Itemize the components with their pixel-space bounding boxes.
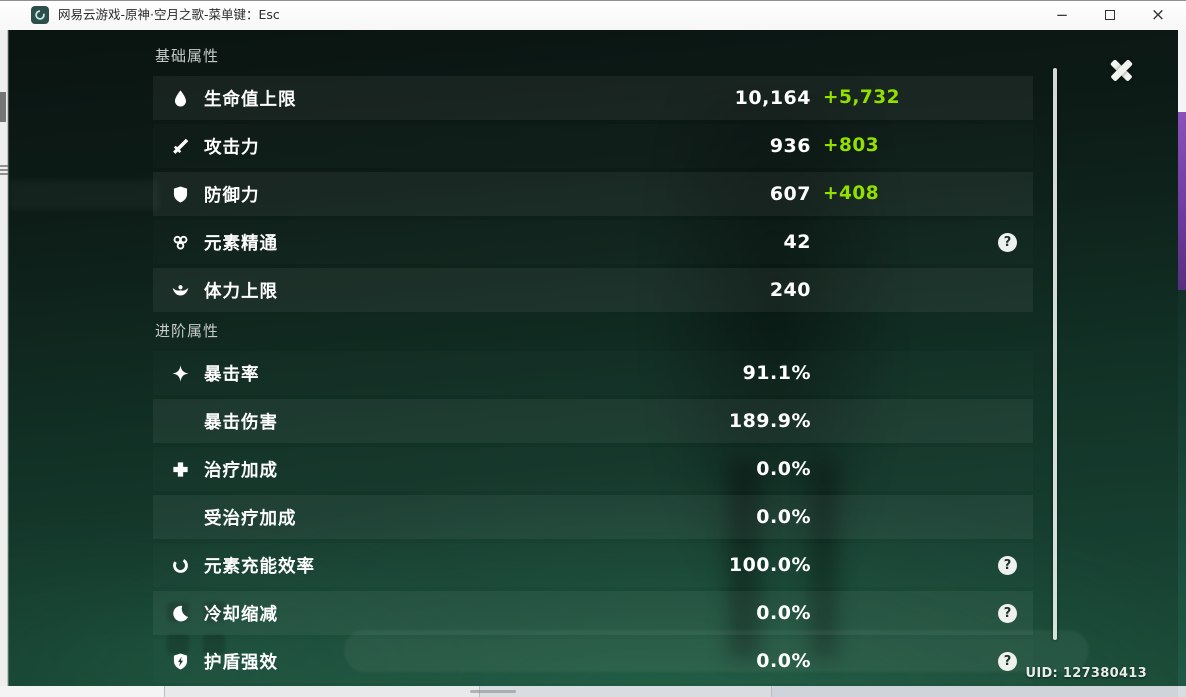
game-viewport: 基础属性 生命值上限 10,164 +5,732 攻击力 936 +803 防御… (8, 30, 1178, 686)
maximize-icon[interactable] (1086, 0, 1134, 30)
stat-value: 100.0% (728, 554, 811, 576)
stat-row[interactable]: 生命值上限 10,164 +5,732 (153, 76, 1033, 120)
stat-value: 936 (769, 135, 811, 157)
stat-value: 0.0% (756, 602, 811, 624)
background-haze (9, 180, 159, 210)
help-icon[interactable]: ? (998, 232, 1017, 252)
window-titlebar: 网易云游戏-原神·空月之歌-菜单键：Esc − × (0, 0, 1186, 30)
window-title: 网易云游戏-原神·空月之歌-菜单键：Esc (58, 7, 280, 22)
right-edge-segment-purple (1178, 112, 1186, 290)
healing-cross-icon (169, 459, 191, 479)
left-edge-mark (0, 165, 8, 177)
stat-value: 0.0% (756, 458, 811, 480)
stat-label: 体力上限 (204, 281, 278, 302)
stat-label: 受治疗加成 (204, 508, 297, 529)
stat-bonus-value: +803 (823, 135, 880, 156)
stat-row[interactable]: 防御力 607 +408 (153, 172, 1033, 216)
help-icon[interactable]: ? (998, 603, 1017, 623)
bottom-edge-segment (480, 686, 772, 697)
stat-row[interactable]: 受治疗加成 0.0% (153, 495, 1033, 539)
right-edge-segment-teal (1178, 290, 1186, 686)
cooldown-moon-icon (169, 603, 191, 623)
stamina-icon (169, 280, 191, 300)
stat-label: 生命值上限 (204, 89, 297, 110)
stat-label: 防御力 (204, 185, 260, 206)
left-edge-mark (0, 92, 6, 122)
stat-label: 护盾强效 (204, 652, 278, 673)
help-icon[interactable]: ? (998, 651, 1017, 671)
stat-row[interactable]: 治疗加成 0.0% (153, 447, 1033, 491)
clover-icon (169, 232, 191, 252)
stat-value: 0.0% (756, 650, 811, 672)
right-edge-segment (1178, 686, 1186, 697)
character-silhouette (649, 90, 899, 630)
bottom-edge-segment (0, 686, 165, 697)
stat-label: 攻击力 (204, 137, 260, 158)
stat-label: 元素精通 (204, 233, 278, 254)
stat-label: 冷却缩减 (204, 604, 278, 625)
stat-row[interactable]: 护盾强效 0.0% ? (153, 639, 1033, 683)
close-icon[interactable]: × (1150, 5, 1166, 25)
stat-label: 元素充能效率 (204, 556, 315, 577)
stat-row[interactable]: 暴击伤害 189.9% (153, 399, 1033, 443)
background-window-left-edge (0, 30, 8, 697)
dimmed-action-bar (344, 630, 1089, 672)
character-silhouette-leg (809, 460, 839, 660)
stat-value: 240 (769, 279, 811, 301)
help-icon[interactable]: ? (998, 555, 1017, 575)
uid-label: UID: 127380413 (1025, 666, 1147, 681)
stat-value: 10,164 (734, 87, 811, 109)
attributes-panel: 基础属性 生命值上限 10,164 +5,732 攻击力 936 +803 防御… (153, 46, 1033, 686)
stat-label: 暴击伤害 (204, 412, 278, 433)
stat-row[interactable]: 攻击力 936 +803 (153, 124, 1033, 168)
bottom-edge-segment (772, 686, 1178, 697)
stat-bonus-value: +408 (823, 183, 880, 204)
crit-star-icon (169, 363, 191, 383)
stat-bonus-value: +5,732 (823, 87, 901, 108)
maximize-square (1105, 10, 1115, 20)
stat-row[interactable]: 暴击率 91.1% (153, 351, 1033, 395)
shield-icon (169, 184, 191, 204)
stat-row[interactable]: 体力上限 240 (153, 268, 1033, 312)
stat-value: 189.9% (728, 410, 811, 432)
panel-close-button[interactable] (1105, 54, 1137, 86)
stat-row[interactable]: 元素充能效率 100.0% ? (153, 543, 1033, 587)
droplet-icon (169, 88, 191, 108)
stat-row[interactable]: 冷却缩减 0.0% ? (153, 591, 1033, 635)
stat-value: 0.0% (756, 506, 811, 528)
window-controls: − × (1038, 0, 1182, 30)
minimize-icon[interactable]: − (1055, 6, 1069, 24)
stat-label: 暴击率 (204, 364, 260, 385)
sword-icon (169, 136, 191, 156)
background-window-bottom-edge (0, 686, 1186, 697)
app-logo-icon (31, 6, 49, 24)
stat-label: 治疗加成 (204, 460, 278, 481)
section-title: 进阶属性 (155, 322, 220, 340)
background-window-right-edge (1178, 30, 1186, 697)
character-silhouette-leg (727, 460, 761, 660)
energy-ring-icon (169, 555, 191, 575)
stat-value: 42 (783, 231, 811, 253)
bottom-edge-segment (165, 686, 480, 697)
stat-icon (169, 411, 191, 431)
stat-row[interactable]: 元素精通 42 ? (153, 220, 1033, 264)
stat-value: 607 (769, 183, 811, 205)
stat-icon (169, 507, 191, 527)
scrollbar[interactable] (1053, 68, 1057, 640)
shield-bolt-icon (169, 651, 191, 671)
bottom-edge-text-smudge (470, 690, 516, 693)
right-edge-segment (1178, 30, 1186, 112)
section-title: 基础属性 (155, 47, 220, 65)
stat-value: 91.1% (742, 362, 811, 384)
